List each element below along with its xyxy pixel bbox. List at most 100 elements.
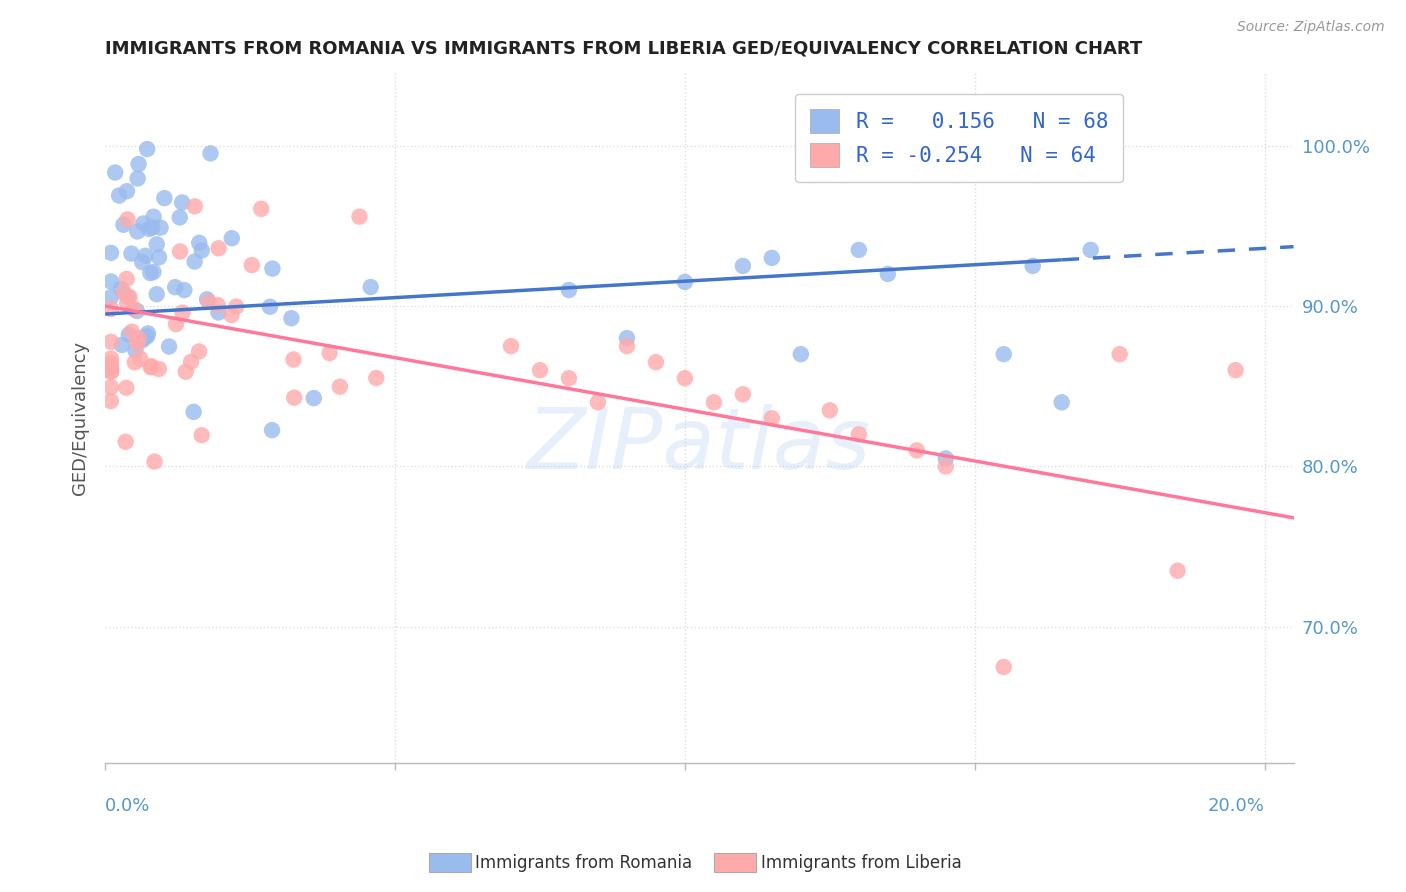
Point (100, 365, 122, 379)
Point (1080, 243, 1102, 257)
Point (790, 347, 813, 361)
Point (145, 237, 167, 252)
Point (100, 334, 122, 349)
Point (207, 298, 229, 312)
Point (169, 211, 191, 225)
Point (761, 251, 783, 265)
Point (673, 371, 696, 385)
Point (183, 405, 205, 419)
Point (935, 459, 957, 474)
Point (118, 290, 141, 304)
Point (360, 280, 382, 294)
Point (302, 391, 325, 405)
Point (115, 381, 138, 395)
Point (207, 305, 229, 319)
Point (124, 343, 146, 358)
Text: Source: ZipAtlas.com: Source: ZipAtlas.com (1237, 20, 1385, 34)
Point (905, 443, 928, 458)
Point (262, 261, 284, 276)
Point (132, 331, 155, 345)
Point (586, 395, 609, 409)
Point (136, 142, 159, 156)
Point (141, 359, 163, 373)
Point (136, 326, 159, 341)
Point (148, 362, 170, 376)
Point (124, 355, 146, 369)
Point (100, 380, 122, 394)
Text: Immigrants from Romania: Immigrants from Romania (475, 854, 692, 871)
Point (1108, 347, 1130, 361)
Point (134, 249, 156, 263)
Point (165, 280, 187, 294)
Point (848, 427, 870, 442)
Point (112, 285, 135, 300)
Point (110, 282, 132, 296)
Point (139, 360, 162, 375)
Point (673, 275, 696, 289)
Point (112, 218, 135, 232)
Point (183, 254, 205, 268)
Point (149, 220, 172, 235)
Point (240, 258, 263, 272)
Point (125, 304, 148, 318)
Point (221, 231, 243, 245)
Point (142, 210, 165, 224)
Point (283, 391, 305, 405)
Point (188, 235, 211, 250)
Point (188, 344, 211, 359)
Point (115, 296, 138, 310)
Point (143, 454, 166, 468)
Point (153, 191, 176, 205)
Point (172, 195, 194, 210)
Point (731, 259, 754, 273)
Point (117, 212, 139, 227)
Point (197, 294, 219, 309)
Point (616, 339, 638, 353)
Point (174, 365, 197, 379)
Point (139, 266, 162, 280)
Point (121, 325, 143, 339)
Point (703, 395, 725, 409)
Point (141, 220, 163, 235)
Point (318, 346, 340, 360)
Point (329, 380, 352, 394)
Point (142, 265, 165, 279)
Point (207, 241, 229, 255)
Point (100, 394, 122, 409)
Point (558, 283, 581, 297)
Point (108, 188, 131, 202)
Point (848, 243, 870, 257)
Point (172, 305, 194, 319)
Point (127, 171, 149, 186)
Point (616, 331, 638, 345)
Text: Immigrants from Liberia: Immigrants from Liberia (761, 854, 962, 871)
Point (136, 329, 159, 343)
Point (818, 403, 841, 417)
Point (731, 387, 754, 401)
Point (122, 301, 145, 316)
Point (118, 327, 141, 342)
Point (127, 224, 149, 238)
Point (100, 356, 122, 370)
Point (131, 333, 153, 347)
Point (173, 283, 195, 297)
Point (993, 347, 1015, 361)
Point (558, 371, 581, 385)
Point (200, 146, 222, 161)
Point (169, 244, 191, 259)
Point (129, 351, 152, 366)
Point (127, 336, 149, 351)
Point (114, 434, 136, 449)
Text: 0.0%: 0.0% (105, 797, 150, 814)
Point (100, 360, 122, 375)
Point (145, 287, 167, 301)
Point (645, 355, 668, 369)
Point (138, 222, 160, 236)
Point (100, 290, 122, 304)
Point (128, 331, 150, 345)
Point (180, 355, 202, 369)
Text: IMMIGRANTS FROM ROMANIA VS IMMIGRANTS FROM LIBERIA GED/EQUIVALENCY CORRELATION C: IMMIGRANTS FROM ROMANIA VS IMMIGRANTS FR… (105, 40, 1143, 58)
Point (100, 364, 122, 378)
Point (260, 423, 283, 437)
Point (120, 246, 142, 260)
